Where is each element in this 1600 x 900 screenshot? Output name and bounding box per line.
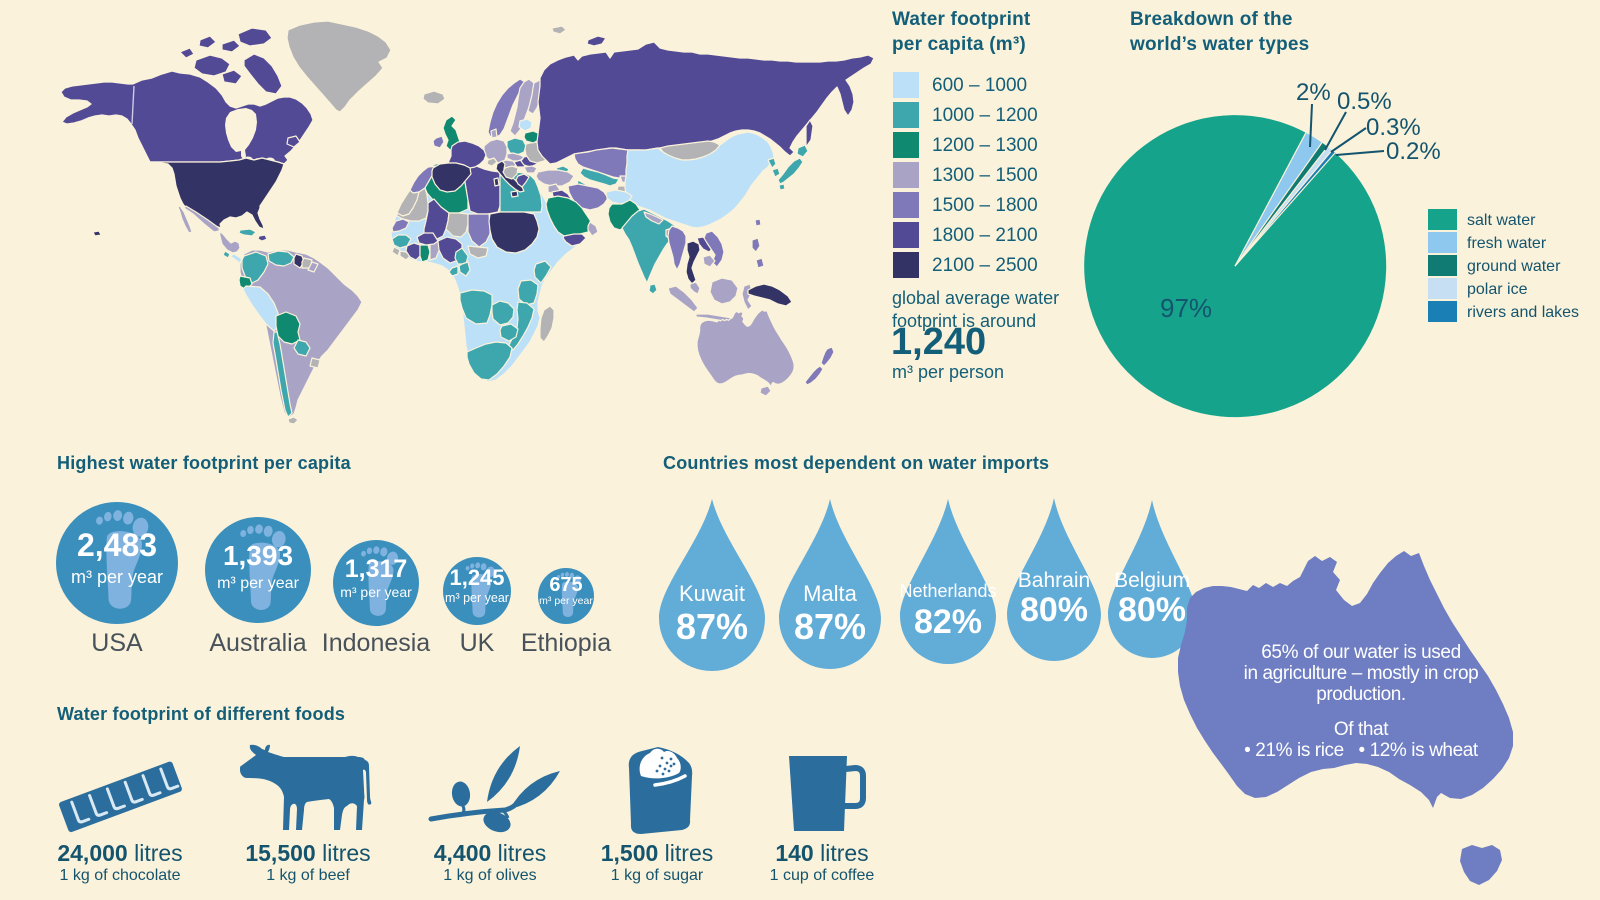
- svg-text:• 21% is rice • 12% is wheat: • 21% is rice • 12% is wheat: [1244, 740, 1479, 761]
- svg-text:Australia: Australia: [209, 629, 306, 657]
- svg-text:Indonesia: Indonesia: [322, 629, 431, 657]
- svg-text:1,317: 1,317: [345, 555, 408, 583]
- svg-text:Bahrain: Bahrain: [1018, 569, 1090, 592]
- svg-text:1,245: 1,245: [449, 565, 504, 590]
- svg-text:USA: USA: [91, 629, 143, 657]
- svg-text:Of that: Of that: [1334, 719, 1389, 740]
- svg-text:production.: production.: [1316, 684, 1406, 705]
- svg-text:1 kg of sugar: 1 kg of sugar: [611, 867, 704, 884]
- svg-text:UK: UK: [460, 629, 495, 657]
- svg-text:87%: 87%: [794, 606, 866, 647]
- svg-text:in agriculture – mostly in cro: in agriculture – mostly in crop: [1244, 663, 1479, 684]
- svg-text:82%: 82%: [914, 603, 982, 641]
- svg-text:1,500 litres: 1,500 litres: [601, 840, 714, 866]
- svg-text:1,393: 1,393: [223, 540, 293, 571]
- svg-text:Netherlands: Netherlands: [899, 581, 996, 601]
- svg-text:m³ per year: m³ per year: [340, 584, 412, 600]
- svg-text:m³ per year: m³ per year: [217, 575, 299, 592]
- svg-text:m³ per year: m³ per year: [71, 567, 163, 587]
- svg-text:1 kg of chocolate: 1 kg of chocolate: [60, 867, 181, 884]
- svg-text:1 cup of coffee: 1 cup of coffee: [770, 867, 875, 884]
- svg-text:87%: 87%: [676, 606, 748, 647]
- svg-text:4,400 litres: 4,400 litres: [434, 840, 547, 866]
- svg-text:65% of our water is used: 65% of our water is used: [1261, 642, 1461, 663]
- svg-text:15,500 litres: 15,500 litres: [245, 840, 370, 866]
- svg-text:m³ per year: m³ per year: [445, 591, 509, 605]
- svg-text:140 litres: 140 litres: [775, 840, 868, 866]
- svg-text:Kuwait: Kuwait: [679, 581, 745, 606]
- svg-text:675: 675: [549, 574, 582, 596]
- svg-text:80%: 80%: [1118, 591, 1186, 629]
- svg-text:1 kg of beef: 1 kg of beef: [266, 867, 350, 884]
- svg-text:Ethiopia: Ethiopia: [521, 629, 611, 657]
- svg-text:m³ per year: m³ per year: [539, 595, 593, 607]
- svg-text:2,483: 2,483: [77, 527, 157, 563]
- svg-text:1 kg of olives: 1 kg of olives: [443, 867, 536, 884]
- svg-text:24,000 litres: 24,000 litres: [57, 840, 182, 866]
- svg-text:80%: 80%: [1020, 591, 1088, 629]
- svg-text:Belgium: Belgium: [1114, 569, 1190, 592]
- svg-text:Malta: Malta: [803, 581, 858, 606]
